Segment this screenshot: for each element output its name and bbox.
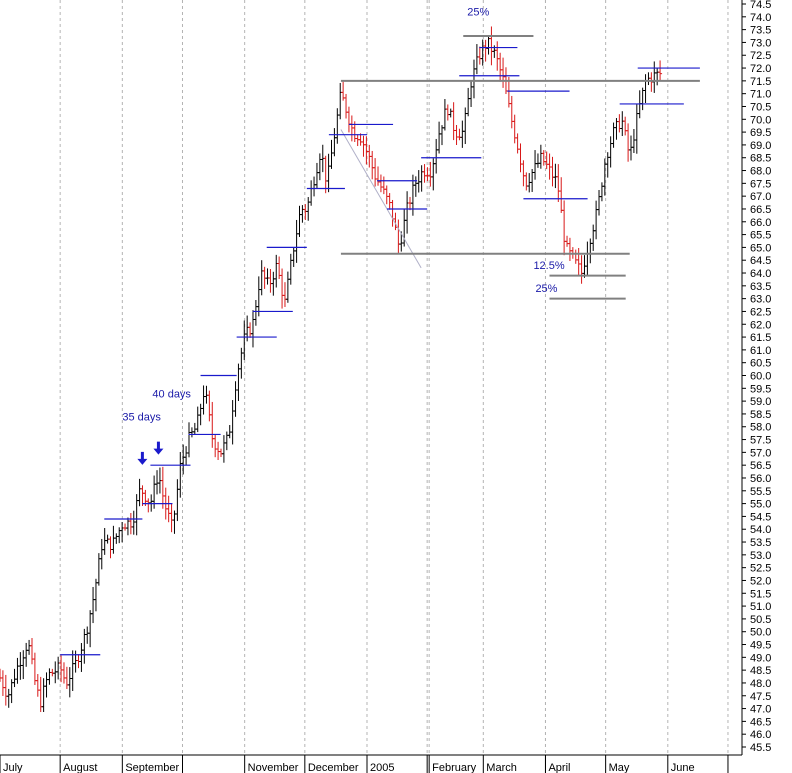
y-tick-label: 46.5 [750,716,771,728]
y-tick-label: 58.0 [750,422,771,434]
y-tick-label: 70.0 [750,114,771,126]
y-tick-label: 68.0 [750,166,771,178]
price-bars [0,26,663,713]
y-tick-label: 54.0 [750,524,771,536]
annotation-label: 40 days [152,388,191,400]
x-tick-label: April [548,762,570,773]
y-tick-label: 60.0 [750,371,771,383]
annotation-label: 25% [467,7,489,19]
x-tick-label: November [248,762,299,773]
y-tick-label: 47.0 [750,704,771,716]
y-tick-label: 56.5 [750,460,771,472]
y-tick-label: 66.5 [750,204,771,216]
annotation-label: 35 days [122,411,161,423]
plot-background [0,0,742,755]
reference-lines [60,35,700,656]
y-tick-label: 62.5 [750,306,771,318]
y-tick-label: 53.0 [750,550,771,562]
y-tick-label: 71.5 [750,76,771,88]
down-arrow-icon [137,458,148,465]
y-tick-label: 72.5 [750,50,771,62]
y-tick-label: 54.5 [750,511,771,523]
x-tick-label: June [671,762,695,773]
y-tick-label: 66.0 [750,217,771,229]
y-tick-label: 57.0 [750,447,771,459]
y-tick-label: 48.5 [750,665,771,677]
y-tick-label: 73.0 [750,37,771,49]
y-axis: 74.574.073.573.072.572.071.571.070.570.0… [741,0,771,755]
y-tick-label: 65.5 [750,230,771,242]
y-tick-label: 57.5 [750,435,771,447]
y-tick-label: 68.5 [750,153,771,165]
y-tick-label: 61.0 [750,345,771,357]
x-tick-label: 2005 [370,762,394,773]
down-arrow-icon [153,448,164,455]
y-tick-label: 59.0 [750,396,771,408]
y-tick-label: 46.0 [750,729,771,741]
y-tick-label: 61.5 [750,332,771,344]
y-tick-label: 65.0 [750,242,771,254]
y-tick-label: 70.5 [750,101,771,113]
y-tick-label: 60.5 [750,358,771,370]
y-tick-label: 74.0 [750,12,771,24]
y-tick-label: 62.0 [750,319,771,331]
y-tick-label: 48.0 [750,678,771,690]
y-tick-label: 58.5 [750,409,771,421]
y-tick-label: 52.0 [750,575,771,587]
y-tick-label: 49.0 [750,652,771,664]
y-tick-label: 71.0 [750,89,771,101]
y-tick-label: 50.5 [750,614,771,626]
y-tick-label: 73.5 [750,25,771,37]
annotation-label: 25% [535,283,557,295]
y-tick-label: 69.0 [750,140,771,152]
y-tick-label: 53.5 [750,537,771,549]
y-tick-label: 45.5 [750,742,771,754]
y-tick-label: 52.5 [750,563,771,575]
x-tick-label: March [486,762,517,773]
y-tick-label: 64.5 [750,255,771,267]
x-tick-label: September [125,762,179,773]
trend-line [340,129,422,269]
y-tick-label: 64.0 [750,268,771,280]
y-tick-label: 72.0 [750,63,771,75]
y-tick-label: 47.5 [750,691,771,703]
y-tick-label: 56.0 [750,473,771,485]
y-tick-label: 67.0 [750,191,771,203]
x-tick-label: July [3,762,23,773]
y-tick-label: 49.5 [750,640,771,652]
y-tick-label: 50.0 [750,627,771,639]
y-tick-label: 74.5 [750,0,771,11]
y-tick-label: 55.0 [750,499,771,511]
x-tick-label: May [609,762,630,773]
x-axis: July August September November December 2005 F… [0,754,742,773]
y-tick-label: 67.5 [750,178,771,190]
y-tick-label: 55.5 [750,486,771,498]
annotation-label: 12.5% [533,260,564,272]
y-tick-label: 69.5 [750,127,771,139]
y-tick-label: 51.5 [750,588,771,600]
annotations: 40 days 35 days 25% 12.5% 25% [122,7,565,465]
y-tick-label: 63.0 [750,294,771,306]
x-tick-label: February [432,762,477,773]
x-tick-label: December [308,762,359,773]
y-tick-label: 51.0 [750,601,771,613]
x-tick-label: August [63,762,97,773]
y-tick-label: 63.5 [750,281,771,293]
y-tick-label: 59.5 [750,383,771,395]
